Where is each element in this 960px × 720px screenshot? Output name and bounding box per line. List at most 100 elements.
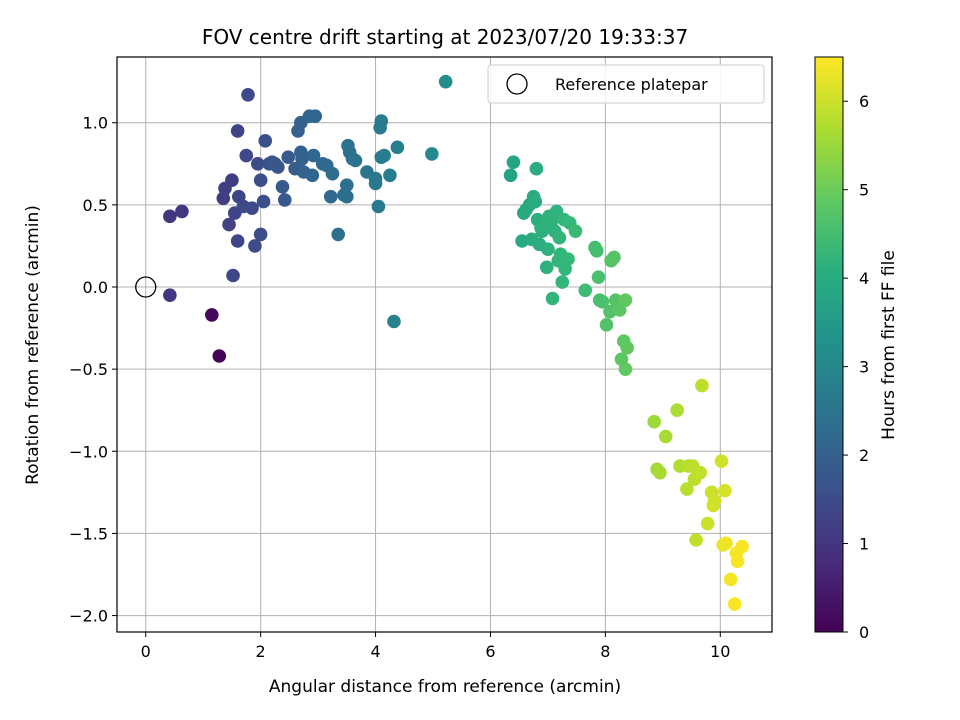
data-point (647, 414, 662, 429)
colorbar-tick-label: 0 (859, 623, 869, 642)
chart-title: FOV centre drift starting at 2023/07/20 … (202, 25, 688, 49)
colorbar-tick-label: 5 (859, 181, 869, 200)
colorbar-label: Hours from first FF file (879, 250, 899, 440)
x-tick-label: 4 (370, 642, 380, 661)
data-point (225, 173, 239, 188)
data-point (205, 308, 219, 322)
data-point (250, 156, 265, 171)
data-point (258, 133, 273, 148)
data-point (680, 482, 694, 496)
y-axis-label: Rotation from reference (arcmin) (23, 205, 43, 485)
data-point (377, 148, 391, 163)
data-point (541, 242, 555, 257)
data-point (528, 194, 543, 209)
y-tick-label: −1.0 (69, 442, 108, 461)
data-point (175, 204, 189, 219)
data-point (325, 166, 340, 181)
data-point (506, 155, 521, 169)
x-axis-ticks: 0 2 4 6 8 10 (141, 632, 730, 661)
legend: Reference platepar (487, 64, 765, 104)
data-point (368, 176, 383, 191)
data-point (222, 217, 236, 232)
data-point (241, 87, 255, 102)
data-point (618, 362, 633, 376)
data-point (578, 283, 593, 298)
y-tick-label: −0.5 (69, 360, 108, 379)
data-point (595, 294, 610, 309)
data-point (539, 260, 554, 275)
x-tick-label: 0 (141, 642, 151, 661)
data-point (561, 252, 575, 266)
data-point (695, 378, 709, 393)
data-point (331, 227, 346, 242)
data-point (340, 189, 354, 204)
data-point (589, 244, 604, 258)
x-tick-label: 6 (485, 642, 495, 661)
data-point (568, 224, 583, 238)
y-tick-label: 1.0 (83, 114, 108, 133)
y-tick-label: 0.5 (83, 196, 108, 215)
data-point (599, 317, 614, 332)
data-point (253, 227, 268, 242)
data-point (281, 150, 296, 165)
y-tick-label: −1.5 (69, 524, 108, 543)
data-point (212, 349, 227, 363)
data-point (735, 539, 749, 554)
data-point (245, 201, 259, 215)
data-point (670, 403, 684, 418)
colorbar-ticks: 0 1 2 3 4 5 6 (843, 92, 869, 642)
x-tick-label: 8 (600, 642, 610, 661)
data-point (689, 533, 703, 547)
data-point (387, 314, 401, 329)
data-point (271, 160, 285, 174)
data-points (135, 74, 749, 611)
data-point (230, 234, 245, 248)
grid (117, 57, 772, 632)
data-point (277, 193, 292, 207)
data-point (719, 536, 733, 551)
data-point (620, 340, 635, 355)
data-point (275, 179, 290, 194)
data-point (503, 168, 518, 183)
data-point (348, 153, 363, 168)
data-point (727, 597, 742, 611)
data-point (723, 572, 738, 587)
data-point (253, 173, 268, 188)
data-point (239, 148, 254, 163)
x-tick-label: 2 (256, 642, 266, 661)
data-point (390, 140, 405, 155)
legend-marker-reference (506, 73, 528, 95)
y-tick-label: 0.0 (83, 278, 108, 297)
data-point (306, 148, 321, 163)
data-point (653, 465, 667, 480)
data-point (371, 199, 386, 214)
data-point (718, 483, 732, 498)
y-tick-label: −2.0 (69, 607, 108, 626)
data-point (700, 516, 715, 531)
x-axis-label: Angular distance from reference (arcmin) (269, 677, 621, 697)
x-tick-label: 10 (710, 642, 730, 661)
data-point (226, 268, 240, 283)
reference-platepar-marker (135, 276, 157, 298)
data-point (658, 429, 673, 444)
data-point (425, 147, 439, 161)
data-point (529, 161, 544, 176)
colorbar-tick-label: 6 (859, 92, 869, 111)
data-point (163, 209, 177, 224)
data-point (607, 250, 621, 265)
data-point (323, 189, 338, 204)
data-point (730, 554, 745, 569)
data-point (714, 454, 729, 468)
data-point (383, 168, 397, 183)
colorbar (814, 56, 844, 633)
data-point (308, 109, 323, 123)
legend-box (487, 64, 765, 104)
data-point (555, 275, 570, 289)
plot-area-frame (116, 56, 773, 633)
data-point (552, 230, 567, 245)
y-axis-ticks: −2.0 −1.5 −1.0 −0.5 0.0 0.5 1.0 (69, 114, 117, 626)
colorbar-tick-label: 3 (859, 358, 869, 377)
data-point (612, 303, 627, 317)
